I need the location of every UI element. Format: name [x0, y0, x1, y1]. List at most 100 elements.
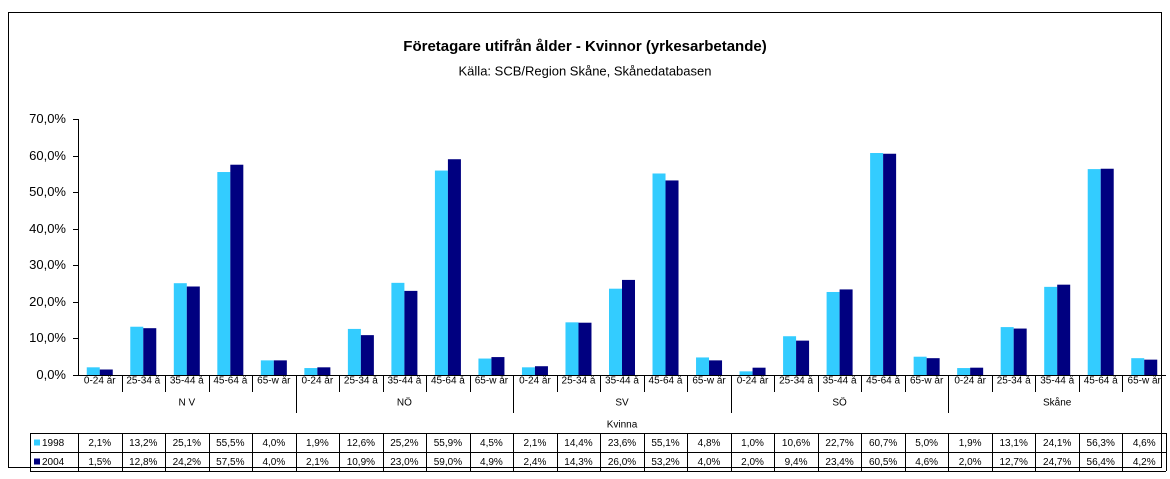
table-value: 4,5%	[480, 438, 503, 449]
table-value: 24,1%	[1043, 438, 1071, 449]
table-value: 60,5%	[869, 457, 897, 468]
table-value: 1,9%	[306, 438, 329, 449]
table-value: 4,6%	[1133, 438, 1156, 449]
table-value: 22,7%	[825, 438, 853, 449]
table-value: 14,3%	[564, 457, 592, 468]
table-value: 2,0%	[741, 457, 764, 468]
bar	[534, 366, 548, 375]
bar	[739, 371, 753, 375]
x-tick-label: 35-44 å	[823, 375, 857, 387]
table-value: 13,1%	[1000, 438, 1028, 449]
x-tick-label: 25-34 å	[126, 375, 160, 387]
table-value: 56,3%	[1087, 438, 1115, 449]
bar	[1013, 328, 1027, 375]
table-value: 12,6%	[347, 438, 375, 449]
table-value: 10,9%	[347, 457, 375, 468]
table-value: 13,2%	[129, 438, 157, 449]
bar	[1100, 168, 1114, 375]
table-value: 2,1%	[88, 438, 111, 449]
x-tick-label: 25-34 å	[997, 375, 1031, 387]
bar	[970, 367, 984, 375]
x-tick-label: 35-44 å	[170, 375, 204, 387]
table-value: 2,1%	[524, 438, 547, 449]
y-tick-label: 0,0%	[36, 367, 66, 382]
table-value: 2,1%	[306, 457, 329, 468]
group-axis-label: Kvinna	[607, 420, 638, 431]
table-value: 4,8%	[698, 438, 721, 449]
table-value: 56,4%	[1087, 457, 1115, 468]
x-tick-label: 45-64 å	[213, 375, 247, 387]
x-tick-label: 35-44 å	[1040, 375, 1074, 387]
bar	[926, 358, 940, 375]
y-tick-label: 40,0%	[29, 221, 66, 236]
bar	[186, 286, 200, 375]
x-tick-label: 25-34 å	[562, 375, 596, 387]
table-value: 4,6%	[915, 457, 938, 468]
bar	[913, 356, 927, 375]
table-value: 23,4%	[825, 457, 853, 468]
bar	[609, 288, 622, 375]
table-value: 55,9%	[434, 438, 462, 449]
bar	[99, 369, 113, 375]
table-value: 12,8%	[129, 457, 157, 468]
x-tick-label: 65-w år	[910, 375, 944, 387]
table-value: 25,1%	[173, 438, 201, 449]
legend-swatch	[34, 458, 40, 465]
x-tick-label: 0-24 år	[84, 375, 116, 387]
table-value: 24,2%	[173, 457, 201, 468]
bar	[1057, 284, 1071, 375]
bar	[957, 368, 971, 375]
table-value: 4,0%	[262, 438, 285, 449]
group-label: N V	[178, 398, 195, 409]
bar	[826, 291, 840, 375]
table-value: 60,7%	[869, 438, 897, 449]
x-tick-label: 0-24 år	[737, 375, 769, 387]
bar	[230, 164, 244, 375]
table-value: 1,5%	[88, 457, 111, 468]
chart-subtitle: Källa: SCB/Region Skåne, Skånedatabasen	[459, 63, 712, 78]
x-tick-label: 0-24 år	[302, 375, 334, 387]
x-tick-label: 35-44 å	[387, 375, 421, 387]
table-value: 4,9%	[480, 457, 503, 468]
bar	[796, 340, 810, 375]
bar	[491, 357, 505, 375]
bar	[1044, 286, 1058, 375]
x-tick-label: 45-64 å	[866, 375, 900, 387]
group-label: SV	[615, 398, 629, 409]
table-value: 5,0%	[915, 438, 938, 449]
y-tick-label: 30,0%	[29, 257, 66, 272]
legend-label: 2004	[42, 457, 65, 468]
x-tick-label: 0-24 år	[954, 375, 986, 387]
x-tick-label: 25-34 å	[779, 375, 813, 387]
group-label: NÖ	[397, 397, 412, 409]
bar	[709, 360, 723, 375]
x-tick-label: 45-64 å	[431, 375, 465, 387]
table-value: 2,4%	[524, 457, 547, 468]
bar	[870, 153, 884, 375]
bar	[130, 326, 144, 375]
bar	[652, 173, 666, 375]
table-value: 9,4%	[785, 457, 808, 468]
x-tick-label: 65-w år	[475, 375, 509, 387]
x-tick-label: 25-34 å	[344, 375, 378, 387]
bar	[347, 328, 361, 375]
table-value: 4,2%	[1133, 457, 1156, 468]
x-tick-label: 45-64 å	[1084, 375, 1118, 387]
x-tick-label: 35-44 å	[605, 375, 639, 387]
table-value: 59,0%	[434, 457, 462, 468]
bar	[434, 170, 448, 375]
legend-label: 1998	[42, 438, 65, 449]
bar	[883, 153, 897, 375]
table-value: 1,9%	[959, 438, 982, 449]
bar	[752, 367, 766, 375]
table-value: 23,0%	[390, 457, 418, 468]
y-tick-label: 50,0%	[29, 184, 66, 199]
table-value: 53,2%	[651, 457, 679, 468]
y-tick-label: 20,0%	[29, 294, 66, 309]
bar	[404, 290, 418, 375]
x-tick-label: 65-w år	[257, 375, 291, 387]
bar	[260, 360, 274, 375]
bar	[1087, 169, 1101, 375]
bar	[521, 367, 535, 375]
table-value: 26,0%	[608, 457, 636, 468]
